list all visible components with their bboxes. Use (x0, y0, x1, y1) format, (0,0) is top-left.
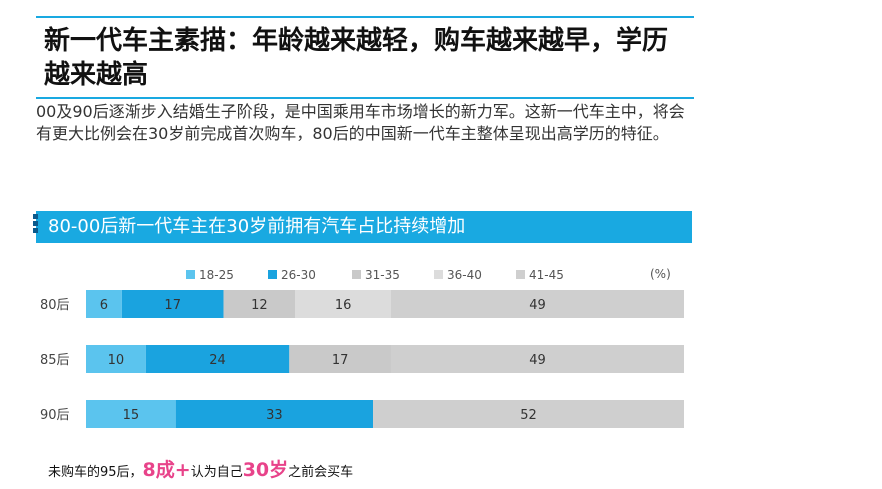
bar-segment (121, 290, 224, 318)
legend-label: 31-35 (365, 268, 400, 282)
data-label: 52 (520, 408, 537, 423)
bar-segment (86, 290, 122, 318)
category-label: 80后 (40, 298, 70, 313)
bar-segment (390, 290, 684, 318)
footnote-highlight-age: 30岁 (242, 459, 289, 481)
banner-marker-icon (33, 214, 38, 240)
data-label: 17 (332, 353, 349, 368)
data-label: 10 (108, 353, 125, 368)
legend-label: 18-25 (199, 268, 234, 282)
title-rule (36, 97, 694, 99)
page-title: 新一代车主素描：年龄越来越轻，购车越来越早，学历越来越高 (44, 26, 669, 90)
footnote-prefix: 未购车的95后， (48, 465, 143, 480)
bar-segment (175, 400, 374, 428)
chart-title-banner: 80-00后新一代车主在30岁前拥有汽车占比持续增加 (33, 211, 692, 243)
legend-label: 36-40 (447, 268, 482, 282)
data-label: 33 (266, 408, 283, 423)
category-label: 85后 (40, 353, 70, 368)
data-label: 49 (529, 353, 546, 368)
legend-label: 26-30 (281, 268, 316, 282)
legend-swatch (352, 270, 361, 279)
bar-segment (86, 400, 176, 428)
unit-label: (%) (650, 267, 671, 281)
bar-segment (223, 290, 296, 318)
bar-segment (145, 345, 290, 373)
legend-swatch (434, 270, 443, 279)
bar-segment (373, 400, 684, 428)
legend-swatch (268, 270, 277, 279)
footnote-suffix: 之前会买车 (288, 465, 354, 480)
data-label: 17 (164, 298, 181, 313)
data-label: 6 (100, 298, 108, 313)
category-label: 90后 (40, 408, 70, 423)
footnote: 未购车的95后，8成+认为自己30岁之前会买车 (48, 455, 353, 482)
bar-segment (289, 345, 391, 373)
data-label: 16 (335, 298, 352, 313)
chart-title: 80-00后新一代车主在30岁前拥有汽车占比持续增加 (48, 216, 466, 237)
top-rule (36, 16, 694, 18)
legend-swatch (516, 270, 525, 279)
footnote-highlight-share: 8成+ (142, 459, 191, 481)
data-label: 15 (123, 408, 140, 423)
data-label: 49 (529, 298, 546, 313)
legend-label: 41-45 (529, 268, 564, 282)
bar-segment (295, 290, 391, 318)
bar-segment (390, 345, 684, 373)
footnote-middle: 认为自己 (190, 465, 243, 480)
data-label: 12 (251, 298, 268, 313)
stacked-bar-chart: 18-25 26-30 31-35 36-40 41-45 (%) 80后 6 17 12 16 49… (40, 267, 684, 428)
data-label: 24 (209, 353, 226, 368)
page-description: 00及90后逐渐步入结婚生子阶段，是中国乘用车市场增长的新力军。这新一代车主中，… (36, 102, 685, 143)
bar-segment (86, 345, 146, 373)
legend-swatch (186, 270, 195, 279)
